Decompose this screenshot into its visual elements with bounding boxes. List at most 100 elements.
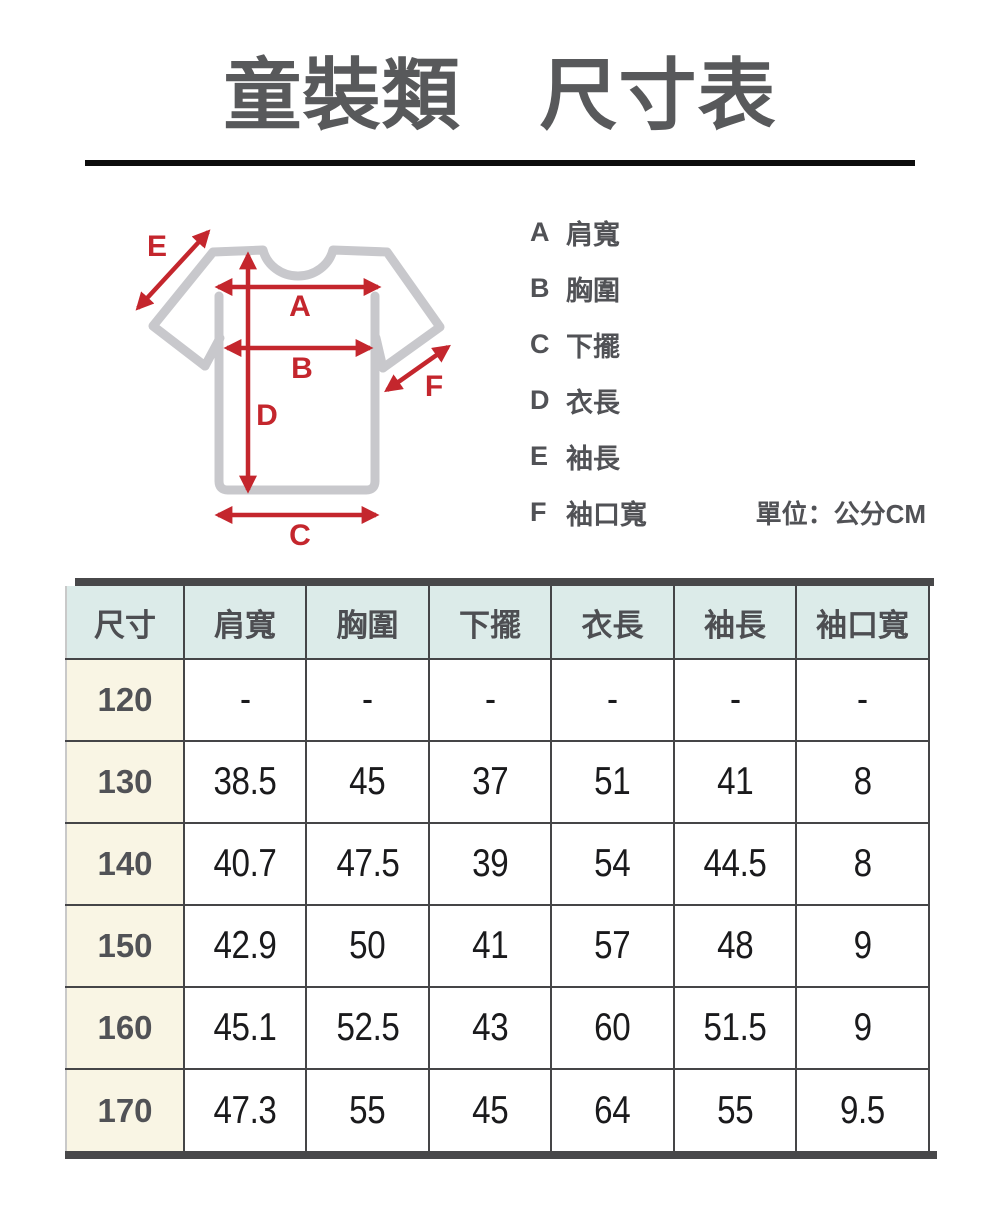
measurement-value: 9 bbox=[853, 924, 872, 967]
letter-d: D bbox=[256, 399, 278, 432]
measurement-value: 45 bbox=[471, 1088, 509, 1132]
letter-e: E bbox=[147, 230, 167, 263]
legend-item: B 胸圍 bbox=[530, 260, 926, 316]
measurement-value: 8 bbox=[853, 760, 872, 803]
tshirt-measurement-diagram: A B C D E F bbox=[135, 229, 451, 552]
size-row-label: 120 bbox=[65, 658, 185, 742]
title-underline bbox=[85, 160, 915, 166]
unit-note: 單位：公分CM bbox=[755, 498, 926, 529]
table-bottom-bar bbox=[65, 1151, 937, 1159]
measurement-value: 43 bbox=[471, 1006, 509, 1049]
measurement-value: 9 bbox=[853, 1006, 872, 1049]
measurement-cell: 39 bbox=[428, 822, 552, 906]
table-row: 170 47.3 55 45 64 55 9.5 bbox=[65, 1068, 930, 1151]
measurement-value: - bbox=[607, 678, 618, 721]
measurement-value: 37 bbox=[471, 760, 509, 803]
arrow-cuff-width bbox=[384, 344, 451, 393]
size-row-label: 140 bbox=[65, 822, 185, 906]
measurement-value: 48 bbox=[716, 924, 754, 967]
measurement-cell: - bbox=[795, 658, 930, 742]
measurement-cell: 60 bbox=[550, 986, 675, 1070]
measurement-value: 45.1 bbox=[213, 1006, 277, 1049]
measurement-cell: 45 bbox=[428, 1068, 552, 1151]
measurement-legend: A 肩寬 B 胸圍 C 下擺 D 衣長 E 袖長 F 袖口寬 單位：公分CM bbox=[530, 204, 926, 540]
measurement-cell: 50 bbox=[305, 904, 430, 988]
size-row-label: 170 bbox=[65, 1068, 185, 1151]
measurement-value: 44.5 bbox=[703, 842, 767, 885]
letter-b: B bbox=[291, 352, 313, 385]
letter-c: C bbox=[289, 519, 311, 552]
legend-letter: C bbox=[530, 328, 550, 359]
measurement-cell: 43 bbox=[428, 986, 552, 1070]
measurement-value: 57 bbox=[594, 924, 631, 967]
measurement-value: 54 bbox=[594, 842, 631, 885]
measurement-cell: 41 bbox=[673, 740, 797, 824]
measurement-cell: 52.5 bbox=[305, 986, 430, 1070]
legend-letter: B bbox=[530, 272, 550, 303]
measurement-value: 41 bbox=[471, 924, 509, 967]
size-table-body: 120 - - - - - - 130 38.5 45 37 51 41 8 140 40.7 47.5 39 54… bbox=[65, 658, 930, 1151]
measurement-value: - bbox=[857, 678, 868, 721]
measurement-value: 9.5 bbox=[840, 1088, 885, 1132]
tshirt-body-and-sleeves bbox=[148, 245, 445, 373]
measurement-value: 51 bbox=[594, 760, 631, 803]
header-row: 尺寸 肩寬 胸圍 下擺 衣長 袖長 袖口寬 bbox=[65, 586, 930, 660]
measurement-cell: - bbox=[673, 658, 797, 742]
legend-label: 袖口寬 bbox=[566, 499, 647, 530]
column-header-chest: 胸圍 bbox=[305, 586, 430, 660]
tshirt-outline bbox=[148, 245, 445, 495]
tshirt-torso bbox=[214, 291, 380, 495]
measurement-cell: 64 bbox=[550, 1068, 675, 1151]
measurement-value: 41 bbox=[716, 760, 754, 803]
column-header-length: 衣長 bbox=[550, 586, 675, 660]
measurement-cell: 47.5 bbox=[305, 822, 430, 906]
measurement-cell: - bbox=[550, 658, 675, 742]
table-row: 160 45.1 52.5 43 60 51.5 9 bbox=[65, 986, 930, 1070]
measurement-value: 38.5 bbox=[213, 760, 277, 803]
measurement-cell: 51.5 bbox=[673, 986, 797, 1070]
legend-letter: A bbox=[530, 216, 550, 247]
legend-item: F 袖口寬 單位：公分CM bbox=[530, 484, 926, 540]
measurement-value: - bbox=[362, 678, 373, 721]
measurement-value: 45 bbox=[349, 760, 386, 803]
measurement-value: 40.7 bbox=[213, 842, 277, 885]
measurement-value: 64 bbox=[594, 1088, 631, 1132]
table-top-bar bbox=[75, 578, 934, 586]
measurement-cell: - bbox=[305, 658, 430, 742]
letter-a: A bbox=[289, 290, 311, 323]
column-header-size: 尺寸 bbox=[65, 586, 185, 660]
column-header-cuff: 袖口寬 bbox=[795, 586, 930, 660]
size-table: 尺寸 肩寬 胸圍 下擺 衣長 袖長 袖口寬 120 - - - - - - 130 38.5 45… bbox=[65, 586, 930, 1151]
size-table-container: 尺寸 肩寬 胸圍 下擺 衣長 袖長 袖口寬 120 - - - - - - 130 38.5 45… bbox=[65, 578, 945, 1159]
measurement-value: 47.5 bbox=[336, 842, 399, 885]
measurement-value: 47.3 bbox=[213, 1088, 277, 1132]
legend-item: A 肩寬 bbox=[530, 204, 926, 260]
legend-label: 袖長 bbox=[566, 443, 620, 474]
measurement-cell: 9.5 bbox=[795, 1068, 930, 1151]
size-row-label: 150 bbox=[65, 904, 185, 988]
column-header-sleeve: 袖長 bbox=[673, 586, 797, 660]
measurement-value: - bbox=[239, 678, 251, 721]
column-header-shoulder: 肩寬 bbox=[183, 586, 307, 660]
table-row: 130 38.5 45 37 51 41 8 bbox=[65, 740, 930, 824]
measurement-cell: 51 bbox=[550, 740, 675, 824]
measurement-value: - bbox=[484, 678, 496, 721]
legend-letter: F bbox=[530, 496, 547, 527]
measurement-value: 8 bbox=[853, 842, 872, 885]
legend-letter: D bbox=[530, 384, 550, 415]
page-title: 童裝類 尺寸表 bbox=[223, 51, 777, 139]
measurement-cell: 42.9 bbox=[183, 904, 307, 988]
measurement-cell: 9 bbox=[795, 904, 930, 988]
measurement-cell: 8 bbox=[795, 740, 930, 824]
table-row: 140 40.7 47.5 39 54 44.5 8 bbox=[65, 822, 930, 906]
measurement-cell: - bbox=[428, 658, 552, 742]
measurement-cell: 57 bbox=[550, 904, 675, 988]
measurement-value: 55 bbox=[716, 1088, 754, 1132]
measurement-cell: 9 bbox=[795, 986, 930, 1070]
measurement-cell: 47.3 bbox=[183, 1068, 307, 1151]
legend-item: C 下擺 bbox=[530, 316, 926, 372]
measurement-value: 42.9 bbox=[213, 924, 277, 967]
legend-letter: E bbox=[530, 440, 549, 471]
tshirt-right-underarm-seam bbox=[371, 333, 388, 373]
